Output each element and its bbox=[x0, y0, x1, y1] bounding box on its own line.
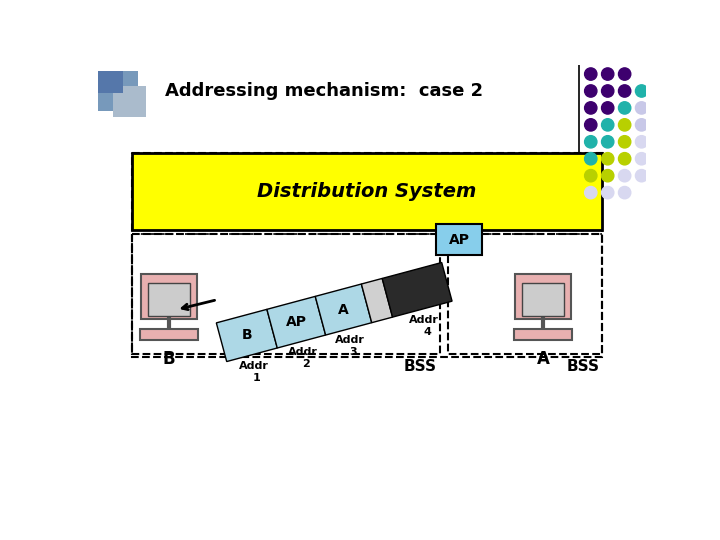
Circle shape bbox=[618, 85, 631, 97]
Bar bbox=[448, 234, 601, 354]
Text: B: B bbox=[241, 328, 252, 342]
Text: A: A bbox=[338, 302, 349, 316]
Text: B: B bbox=[163, 350, 175, 368]
FancyBboxPatch shape bbox=[436, 224, 482, 255]
Bar bbox=[516, 274, 571, 319]
Text: A: A bbox=[536, 350, 549, 368]
Circle shape bbox=[618, 119, 631, 131]
Bar bbox=[148, 284, 189, 316]
Circle shape bbox=[636, 170, 648, 182]
Circle shape bbox=[601, 85, 614, 97]
Text: 1: 1 bbox=[253, 373, 261, 383]
Circle shape bbox=[585, 119, 597, 131]
Circle shape bbox=[618, 68, 631, 80]
Text: AP: AP bbox=[449, 233, 469, 247]
Circle shape bbox=[618, 186, 631, 199]
Circle shape bbox=[585, 85, 597, 97]
Circle shape bbox=[601, 119, 614, 131]
Circle shape bbox=[585, 153, 597, 165]
Text: Addr: Addr bbox=[238, 361, 269, 371]
Circle shape bbox=[636, 153, 648, 165]
Bar bbox=[113, 86, 145, 117]
Bar bbox=[522, 284, 564, 316]
Circle shape bbox=[636, 102, 648, 114]
Polygon shape bbox=[315, 284, 372, 335]
Circle shape bbox=[601, 170, 614, 182]
Text: AP: AP bbox=[286, 315, 307, 329]
Circle shape bbox=[618, 102, 631, 114]
Circle shape bbox=[618, 136, 631, 148]
Text: BSS: BSS bbox=[404, 359, 437, 374]
Circle shape bbox=[585, 186, 597, 199]
Circle shape bbox=[601, 186, 614, 199]
Circle shape bbox=[585, 68, 597, 80]
Text: 4: 4 bbox=[423, 327, 431, 337]
Bar bbox=[514, 329, 572, 340]
Circle shape bbox=[618, 170, 631, 182]
Circle shape bbox=[601, 102, 614, 114]
Text: Addr: Addr bbox=[288, 347, 318, 357]
Circle shape bbox=[585, 136, 597, 148]
Circle shape bbox=[601, 68, 614, 80]
Polygon shape bbox=[216, 309, 277, 362]
Text: BSS: BSS bbox=[567, 359, 600, 374]
Circle shape bbox=[585, 102, 597, 114]
Bar bbox=[140, 329, 198, 340]
Text: Addr: Addr bbox=[409, 315, 438, 325]
Circle shape bbox=[601, 153, 614, 165]
Circle shape bbox=[636, 85, 648, 97]
Polygon shape bbox=[382, 262, 452, 317]
Bar bbox=[132, 153, 601, 231]
Circle shape bbox=[618, 153, 631, 165]
Polygon shape bbox=[267, 296, 325, 348]
Bar bbox=[98, 71, 122, 92]
Polygon shape bbox=[361, 279, 392, 323]
Text: Distribution System: Distribution System bbox=[257, 183, 477, 201]
Bar bbox=[98, 71, 138, 111]
Bar bbox=[141, 274, 197, 319]
Text: 3: 3 bbox=[350, 347, 357, 357]
Bar bbox=[132, 153, 601, 357]
Bar bbox=[132, 234, 440, 354]
Text: Addr: Addr bbox=[336, 335, 365, 345]
Circle shape bbox=[636, 119, 648, 131]
Circle shape bbox=[585, 170, 597, 182]
Text: Addressing mechanism:  case 2: Addressing mechanism: case 2 bbox=[165, 82, 483, 100]
Circle shape bbox=[636, 136, 648, 148]
Circle shape bbox=[601, 136, 614, 148]
Text: 2: 2 bbox=[302, 360, 310, 369]
